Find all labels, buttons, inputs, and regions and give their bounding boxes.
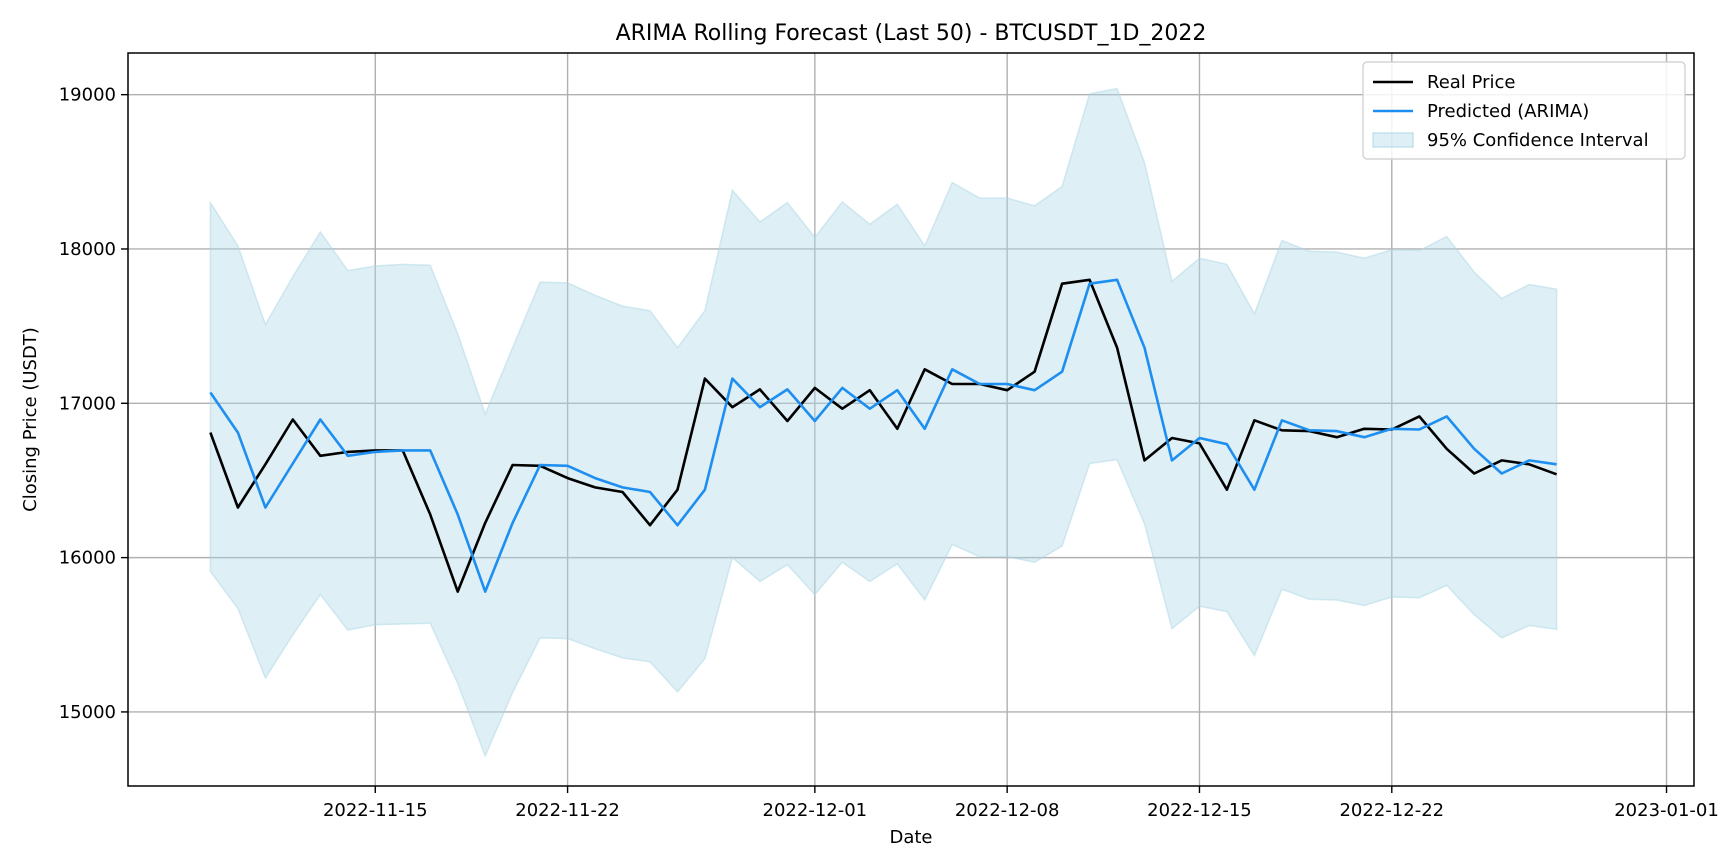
x-tick-label: 2022-11-15 [323, 800, 428, 821]
legend-real-price-label: Real Price [1427, 72, 1515, 93]
y-tick-label: 19000 [59, 85, 116, 106]
x-tick-label: 2022-12-22 [1339, 800, 1444, 821]
y-tick-label: 15000 [59, 702, 116, 723]
x-tick-label: 2023-01-01 [1614, 800, 1719, 821]
x-tick-label: 2022-12-08 [955, 800, 1060, 821]
confidence-interval-band [209, 87, 1558, 758]
x-tick-label: 2022-12-01 [763, 800, 868, 821]
legend-confidence-interval-label: 95% Confidence Interval [1427, 130, 1649, 151]
y-axis-label: Closing Price (USDT) [20, 327, 41, 512]
plot-frame [127, 52, 1695, 787]
predicted-arima-line [209, 278, 1557, 593]
legend-box [1362, 61, 1686, 160]
legend-predicted-arima-label: Predicted (ARIMA) [1427, 101, 1589, 122]
chart-title: ARIMA Rolling Forecast (Last 50) - BTCUS… [616, 21, 1207, 46]
x-axis-label: Date [889, 827, 932, 848]
y-tick-label: 18000 [59, 239, 116, 260]
legend: Real Price Predicted (ARIMA) 95% Confidenc… [1362, 61, 1686, 160]
x-tick-label: 2022-12-15 [1147, 800, 1252, 821]
plot-area: 2022-11-15 2022-11-22 2022-12-01 2022-12-08… [59, 52, 1719, 821]
y-tick-label: 17000 [59, 393, 116, 414]
legend-confidence-interval-swatch [1372, 132, 1414, 148]
x-tick-label: 2022-11-22 [515, 800, 620, 821]
real-price-line [209, 278, 1558, 593]
y-tick-label: 16000 [59, 548, 116, 569]
